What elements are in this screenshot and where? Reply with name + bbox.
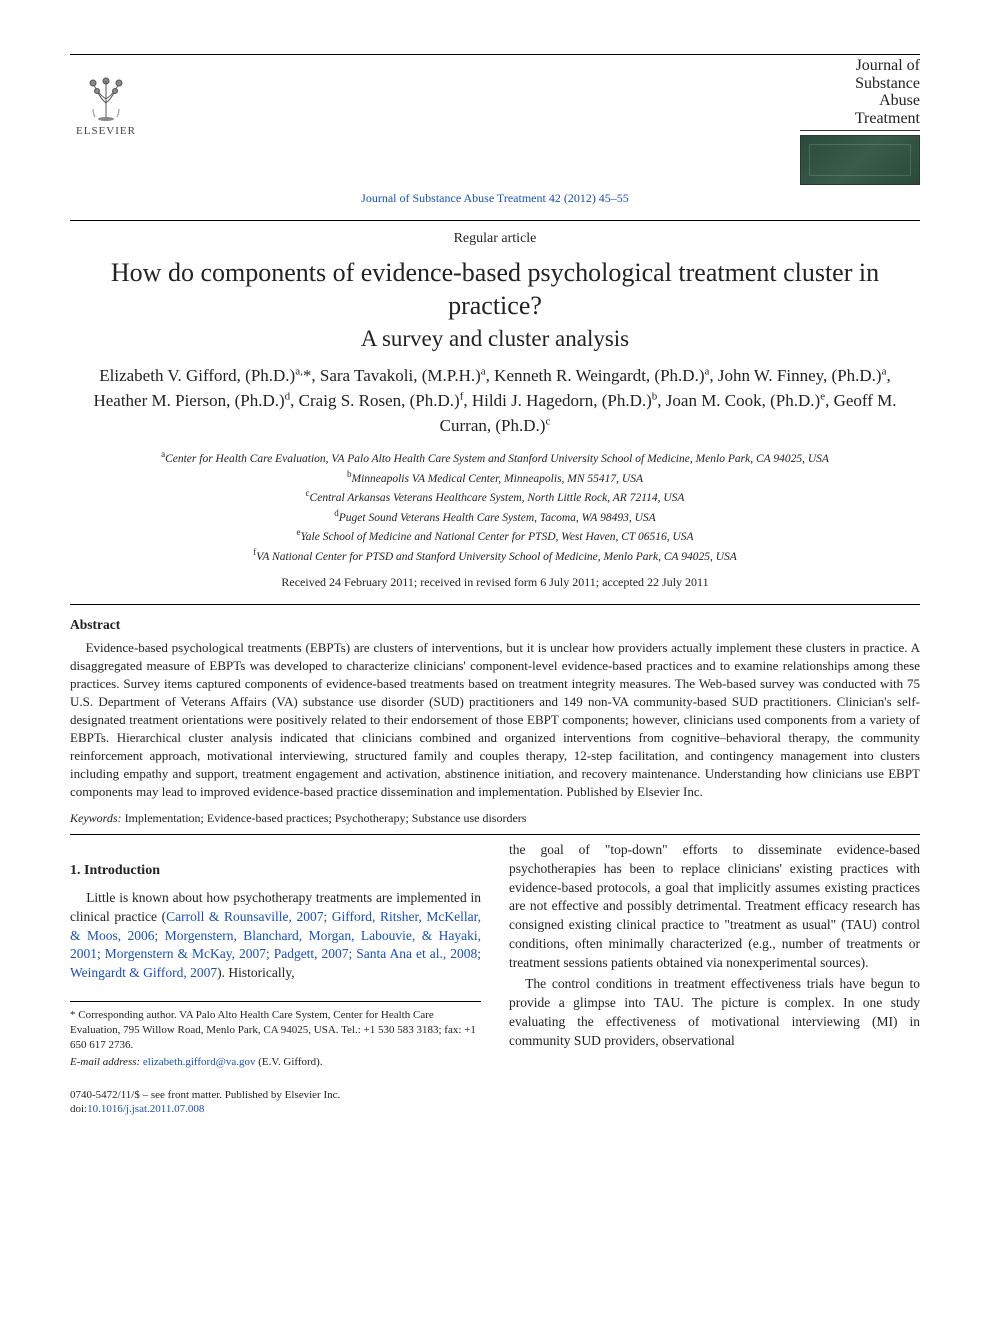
publisher-logo: ELSEVIER bbox=[70, 57, 142, 137]
keywords: Keywords: Implementation; Evidence-based… bbox=[70, 811, 920, 826]
affiliation: eYale School of Medicine and National Ce… bbox=[90, 526, 900, 546]
article-type: Regular article bbox=[70, 231, 920, 247]
body-paragraph: The control conditions in treatment effe… bbox=[509, 975, 920, 1051]
citation-link[interactable]: Journal of Substance Abuse Treatment 42 … bbox=[361, 191, 629, 205]
email-attrib: (E.V. Gifford). bbox=[258, 1056, 322, 1068]
footnotes: * Corresponding author. VA Palo Alto Hea… bbox=[70, 1001, 481, 1069]
publisher-name: ELSEVIER bbox=[76, 125, 136, 137]
journal-cover-thumbnail bbox=[800, 135, 920, 185]
doi-line: doi:10.1016/j.jsat.2011.07.008 bbox=[70, 1102, 481, 1117]
abstract-body: Evidence-based psychological treatments … bbox=[70, 639, 920, 800]
affiliation: fVA National Center for PTSD and Stanfor… bbox=[90, 546, 900, 566]
email-link[interactable]: elizabeth.gifford@va.gov bbox=[143, 1056, 256, 1068]
corresponding-author: * Corresponding author. VA Palo Alto Hea… bbox=[70, 1008, 481, 1053]
rule-below-header bbox=[70, 220, 920, 221]
elsevier-tree-icon bbox=[79, 69, 133, 123]
email-label: E-mail address: bbox=[70, 1056, 140, 1068]
rule-above-abstract bbox=[70, 604, 920, 605]
affiliation: aCenter for Health Care Evaluation, VA P… bbox=[90, 448, 900, 468]
body-paragraph: Little is known about how psychotherapy … bbox=[70, 889, 481, 983]
affiliation: cCentral Arkansas Veterans Healthcare Sy… bbox=[90, 487, 900, 507]
keywords-text: Implementation; Evidence-based practices… bbox=[125, 811, 527, 825]
email-line: E-mail address: elizabeth.gifford@va.gov… bbox=[70, 1055, 481, 1070]
section-heading: 1. Introduction bbox=[70, 863, 481, 879]
affiliation: dPuget Sound Veterans Health Care System… bbox=[90, 507, 900, 527]
article-dates: Received 24 February 2011; received in r… bbox=[70, 575, 920, 590]
citation-line: Journal of Substance Abuse Treatment 42 … bbox=[70, 191, 920, 206]
abstract-heading: Abstract bbox=[70, 617, 920, 633]
author-list: Elizabeth V. Gifford, (Ph.D.)a,*, Sara T… bbox=[80, 364, 910, 438]
body-paragraph: the goal of "top-down" efforts to dissem… bbox=[509, 841, 920, 973]
journal-logo: Journal of Substance Abuse Treatment bbox=[800, 57, 920, 185]
doi-link[interactable]: 10.1016/j.jsat.2011.07.008 bbox=[87, 1103, 204, 1115]
article-subtitle: A survey and cluster analysis bbox=[70, 326, 920, 352]
keywords-label: Keywords: bbox=[70, 811, 122, 825]
copyright-block: 0740-5472/11/$ – see front matter. Publi… bbox=[70, 1088, 481, 1118]
copyright-line: 0740-5472/11/$ – see front matter. Publi… bbox=[70, 1088, 481, 1103]
rule-below-abstract bbox=[70, 834, 920, 835]
header: ELSEVIER Journal of Substance Abuse Trea… bbox=[70, 57, 920, 185]
article-title: How do components of evidence-based psyc… bbox=[100, 257, 890, 322]
affiliations: aCenter for Health Care Evaluation, VA P… bbox=[90, 448, 900, 565]
rule-top bbox=[70, 54, 920, 55]
journal-logo-title: Journal of Substance Abuse Treatment bbox=[800, 57, 920, 127]
body-columns: 1. Introduction Little is known about ho… bbox=[70, 841, 920, 1118]
journal-logo-rule bbox=[800, 130, 920, 131]
affiliation: bMinneapolis VA Medical Center, Minneapo… bbox=[90, 468, 900, 488]
